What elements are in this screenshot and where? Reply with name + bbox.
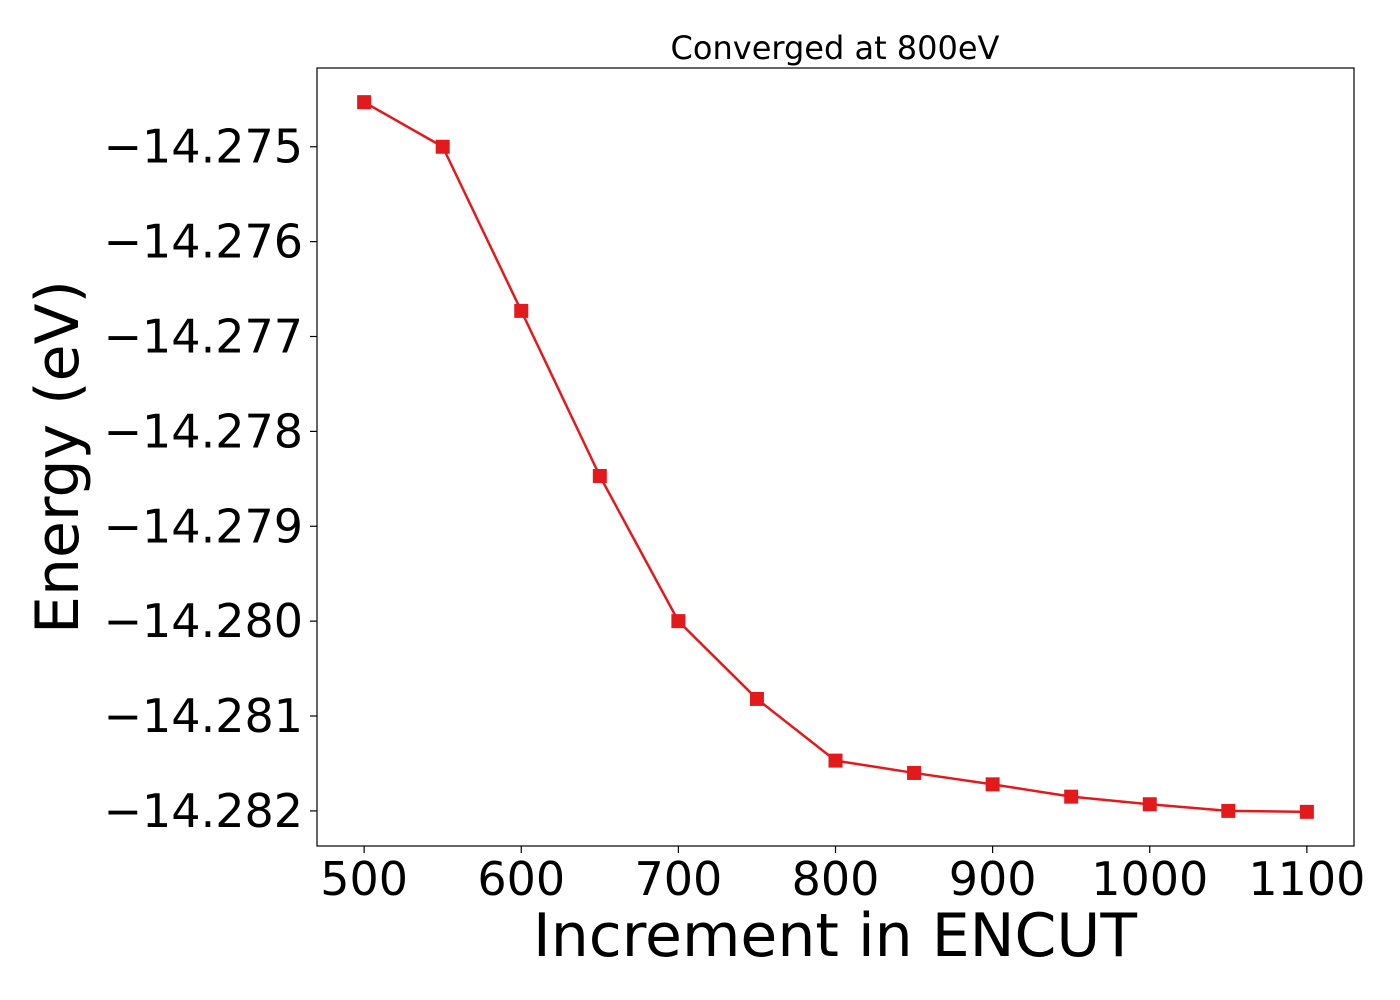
y-tick-label: −14.275 (104, 120, 304, 174)
data-point-marker (514, 303, 529, 318)
x-tick-label: 800 (792, 852, 880, 906)
data-point-marker (907, 765, 922, 780)
x-tick-label: 600 (477, 852, 565, 906)
y-tick-label: −14.278 (104, 404, 304, 458)
x-axis-label: Increment in ENCUT (533, 901, 1137, 971)
data-point-marker (357, 95, 372, 110)
x-tick-label: 900 (949, 852, 1037, 906)
y-tick-label: −14.281 (104, 689, 304, 743)
data-point-marker (828, 753, 843, 768)
chart-title: Converged at 800eV (671, 29, 1000, 67)
data-point-marker (435, 139, 450, 154)
data-point-marker (1142, 797, 1157, 812)
y-axis-ticks: −14.275 −14.276 −14.277 −14.278 −14.279 −14.2… (104, 120, 317, 838)
data-point-marker (1064, 789, 1079, 804)
data-point-marker (1221, 803, 1236, 818)
data-point-marker (985, 777, 1000, 792)
data-point-marker (749, 691, 764, 706)
x-tick-label: 1000 (1091, 852, 1208, 906)
y-tick-label: −14.277 (104, 310, 304, 364)
data-point-marker (671, 614, 686, 629)
x-axis-ticks: 500 600 700 800 900 1000 1100 (320, 846, 1365, 906)
data-point-marker (1299, 804, 1314, 819)
y-tick-label: −14.282 (104, 784, 304, 838)
x-tick-label: 700 (634, 852, 722, 906)
y-tick-label: −14.279 (104, 499, 304, 553)
y-tick-label: −14.280 (104, 594, 304, 648)
series-layer (357, 95, 1314, 819)
x-tick-label: 1100 (1248, 852, 1365, 906)
data-point-marker (592, 468, 607, 483)
y-axis-label: Energy (eV) (23, 280, 93, 634)
x-tick-label: 500 (320, 852, 408, 906)
y-tick-label: −14.276 (104, 215, 304, 269)
